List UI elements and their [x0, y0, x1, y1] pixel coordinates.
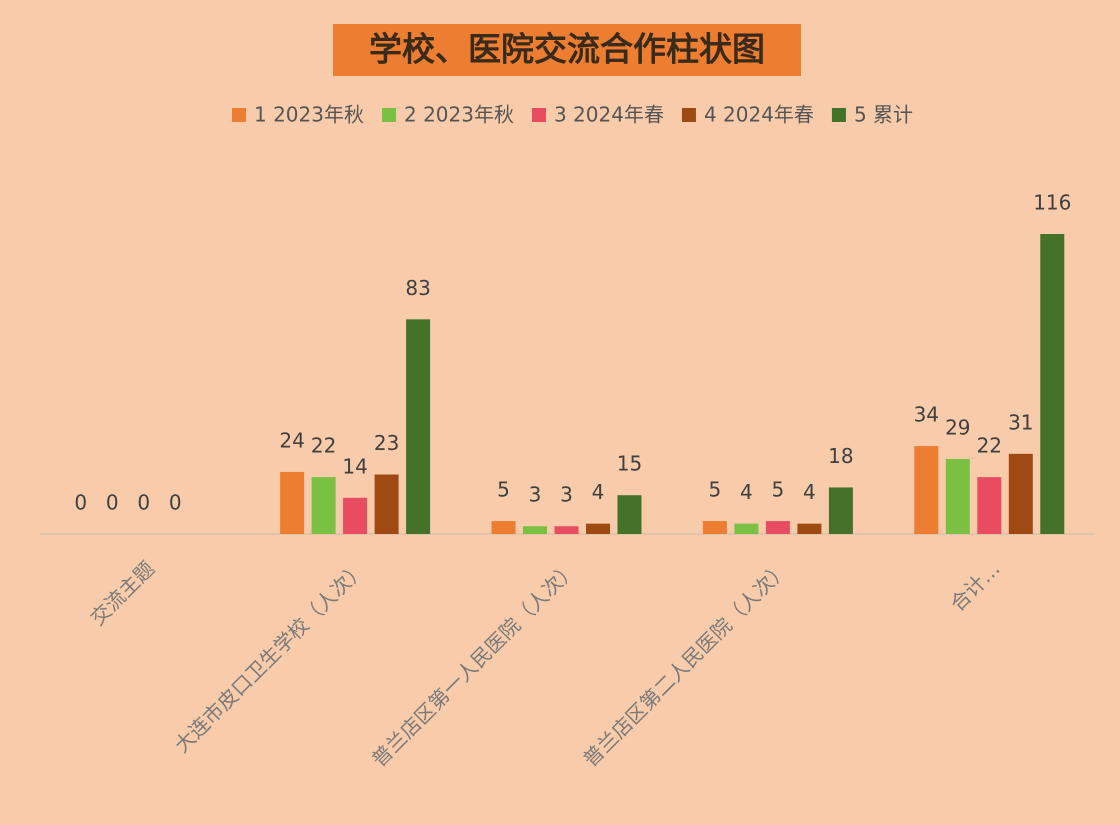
legend-swatch [381, 108, 396, 122]
bar [945, 459, 970, 534]
data-label: 14 [342, 454, 367, 478]
data-label: 5 [772, 478, 785, 502]
bar [828, 487, 853, 534]
data-label: 3 [560, 483, 573, 507]
data-label: 5 [709, 478, 722, 502]
data-label: 22 [977, 434, 1002, 458]
data-label: 3 [529, 483, 542, 507]
data-label: 4 [592, 480, 605, 504]
bar [617, 495, 642, 534]
bar [586, 523, 610, 534]
legend-swatch [531, 108, 546, 122]
bar [797, 523, 822, 534]
data-label: 83 [405, 276, 430, 300]
legend-label: 1 2023年秋 [254, 103, 364, 127]
legend-label: 3 2024年春 [554, 103, 664, 127]
data-label: 4 [803, 480, 816, 504]
legend-label: 4 2024年春 [704, 103, 814, 127]
bar [1008, 453, 1033, 534]
bar [311, 477, 336, 534]
bar [734, 523, 759, 534]
data-label: 23 [374, 431, 399, 455]
bar [523, 526, 547, 534]
data-label: 4 [740, 480, 753, 504]
chart-title: 学校、医院交流合作柱状图 [369, 30, 765, 69]
bar [374, 474, 399, 534]
legend-label: 5 累计 [854, 103, 913, 127]
bar [977, 477, 1002, 534]
bar [343, 497, 368, 534]
data-label: 0 [106, 491, 119, 515]
bar [765, 521, 790, 534]
data-label: 24 [279, 428, 304, 452]
data-label: 0 [169, 491, 182, 515]
legend-swatch [831, 108, 846, 122]
bar [1040, 234, 1065, 534]
legend-swatch [232, 108, 246, 122]
legend-label: 2 2023年秋 [404, 103, 514, 127]
bar [914, 446, 939, 534]
data-label: 0 [137, 491, 150, 515]
data-label: 15 [617, 452, 642, 476]
bar [491, 521, 516, 534]
data-label: 0 [74, 491, 87, 515]
bar [280, 471, 305, 534]
bar [406, 319, 431, 534]
legend-swatch [681, 108, 696, 122]
data-label: 29 [945, 416, 970, 440]
data-label: 22 [311, 434, 336, 458]
bar [554, 526, 579, 534]
data-label: 5 [497, 478, 510, 502]
data-label: 34 [914, 403, 939, 427]
bar [702, 521, 727, 534]
data-label: 116 [1033, 191, 1071, 215]
title-box [333, 24, 801, 76]
data-label: 31 [1008, 410, 1033, 434]
data-label: 18 [828, 444, 853, 468]
